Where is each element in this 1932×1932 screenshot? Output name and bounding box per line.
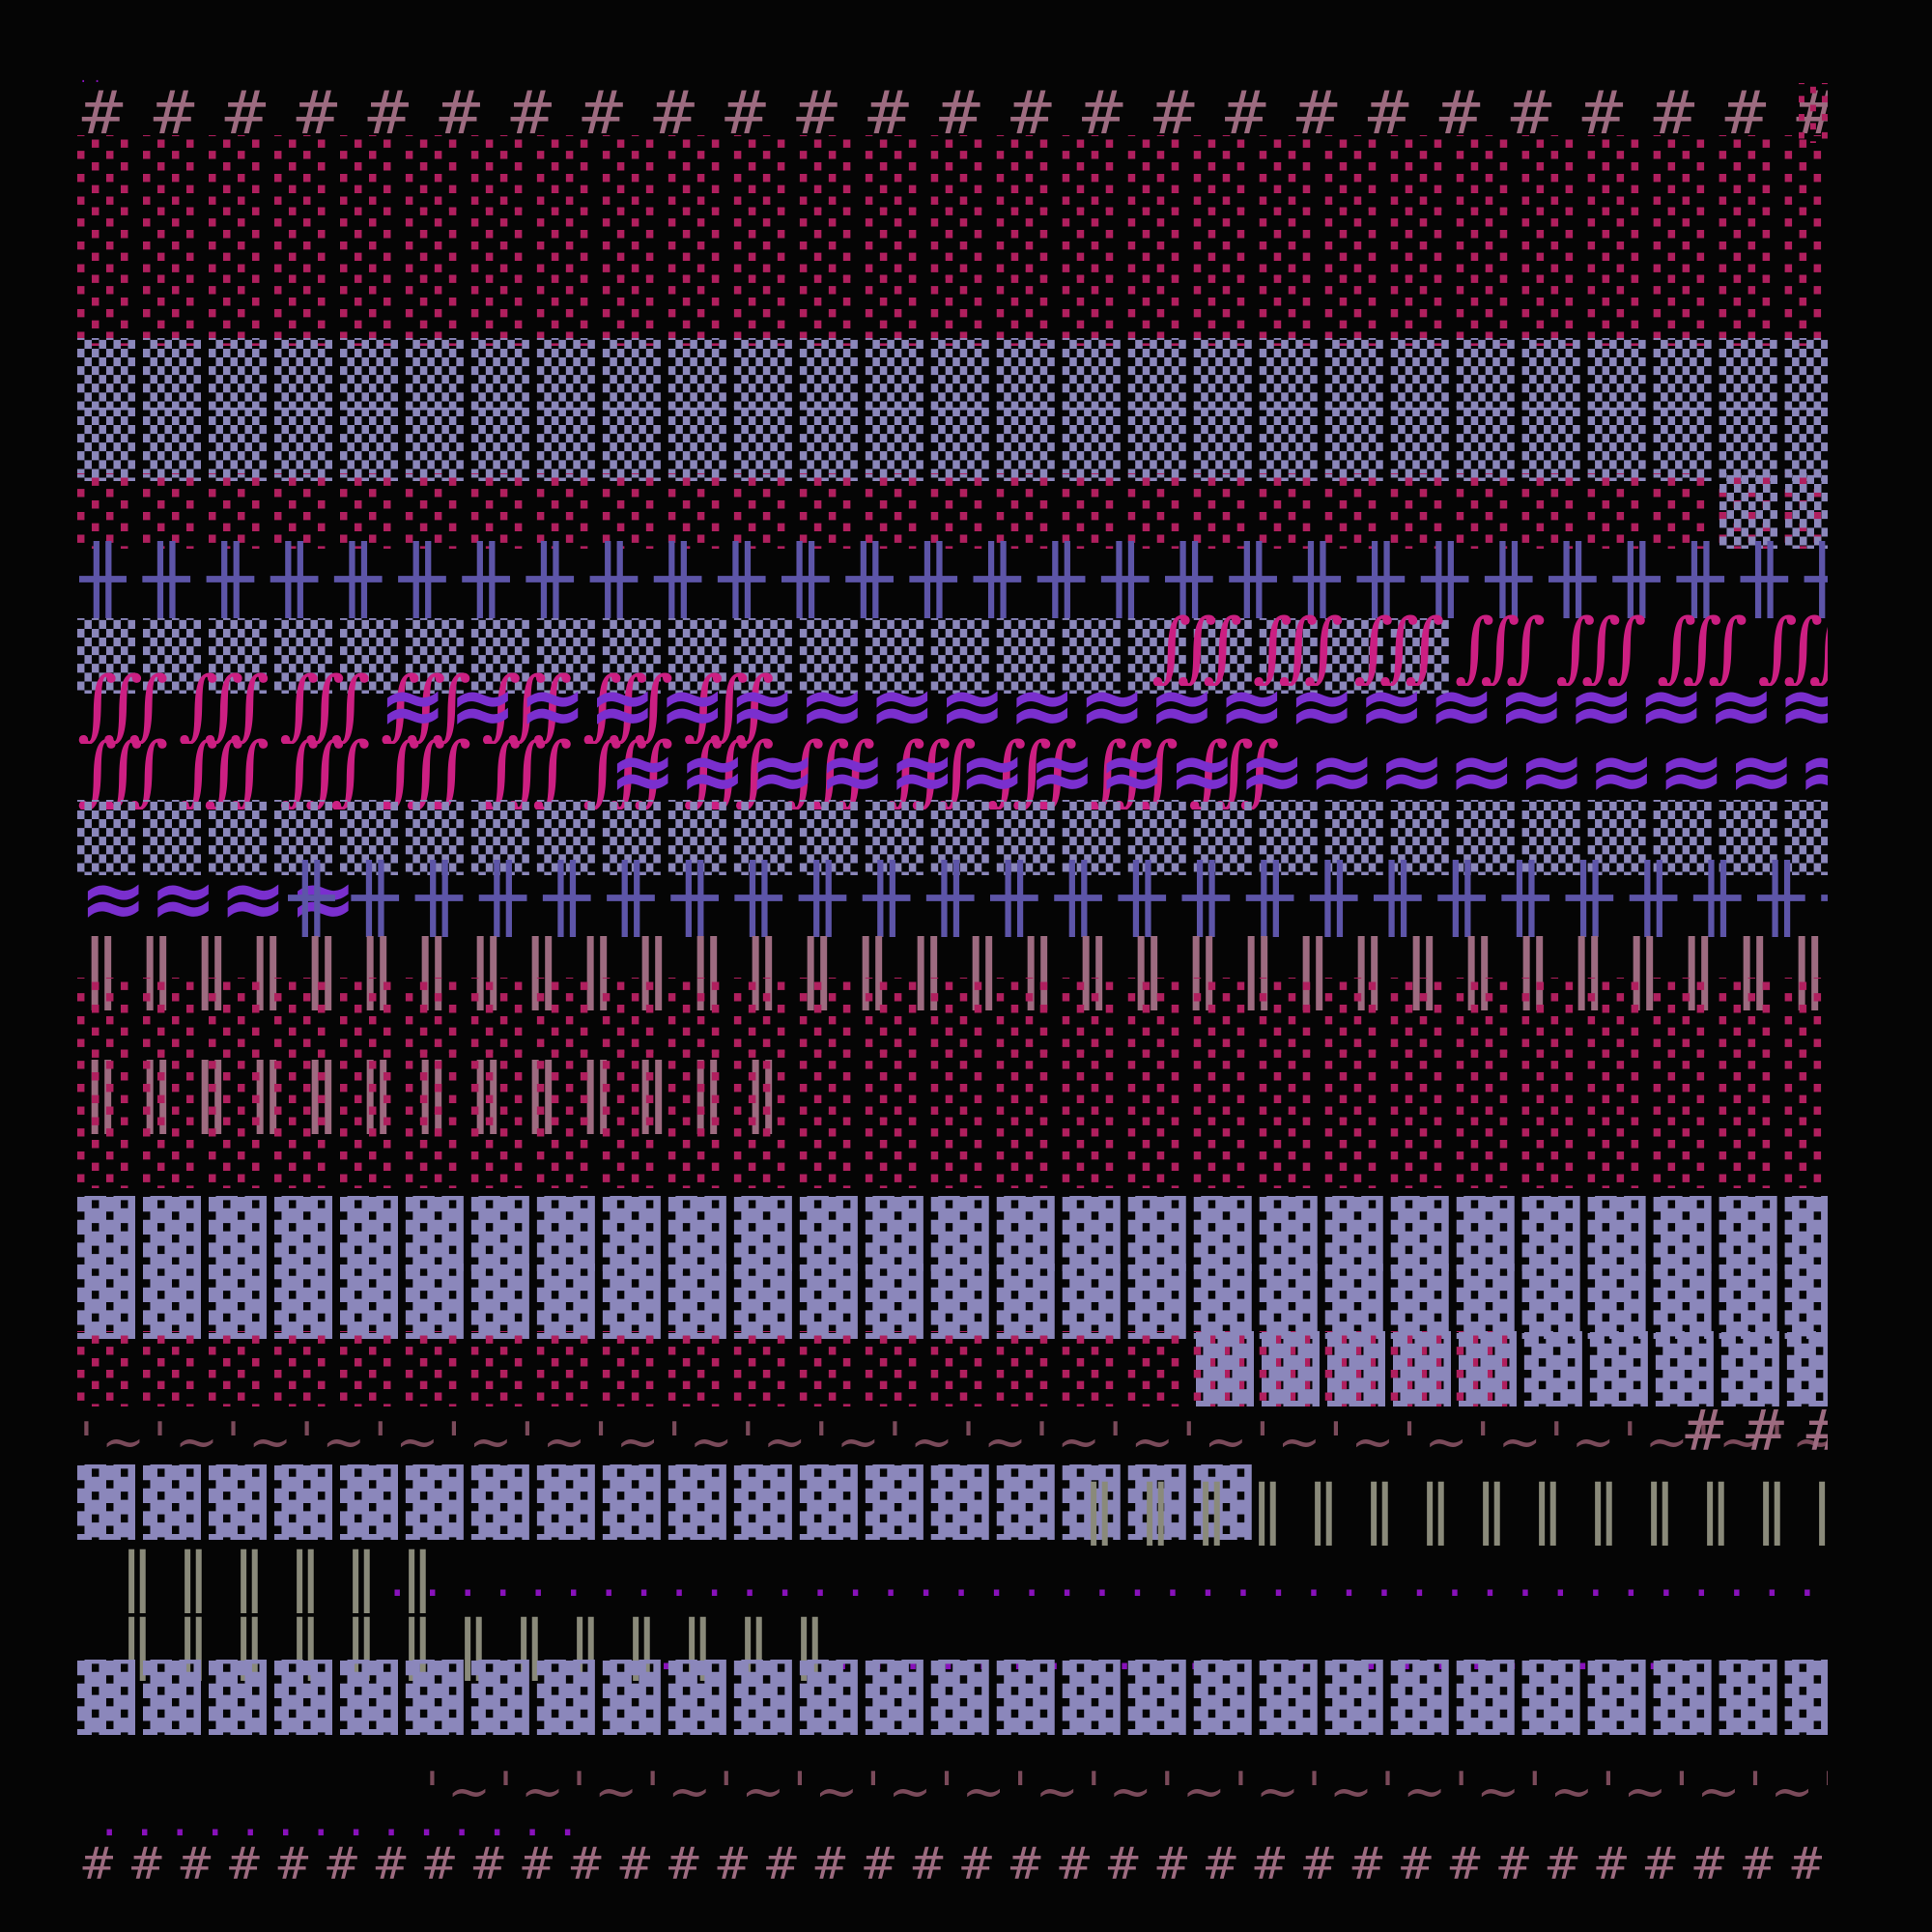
row-tilde-dark-mauve-a: '~'~'~'~'~'~'~'~'~'~'~'~'~'~'~'~'~'~'~'~… <box>79 1416 1828 1468</box>
row-double-bar-olive-b: ‖‖‖‖‖‖ <box>120 1544 456 1613</box>
row-top-speck-dashes: .. <box>79 71 107 85</box>
row-wave-violet-b: ≈≈≈≈≈≈≈≈≈≈≈≈≈≈≈≈≈≈≈≈≈≈ <box>609 730 1828 811</box>
row-dark-shade-periwinkle-e: ▓▓▓▓▓▓▓▓▓▓▓▓▓▓▓▓▓▓▓▓▓▓▓▓▓▓▓▓▓▓ <box>77 1660 1828 1735</box>
row-light-shade-crimson-d: ░░░░░░░░░░░░░░░░░░░░░░░░░░░░░ <box>77 473 1828 549</box>
row-dark-shade-periwinkle-b: ▓▓▓▓▓▓▓▓▓▓▓▓▓▓▓▓▓▓▓▓▓▓▓▓▓▓▓▓▓▓ <box>77 1264 1828 1339</box>
row-medium-shade-periwinkle-a: ▒▒▒▒▒▒▒▒▒▒▒▒▒▒▒▒▒▒▒▒▒▒▒▒▒▒▒▒▒▒ <box>77 338 1828 413</box>
row-light-shade-crimson-g: ░░░░░░░░░░░░░░░░░░░░░░░░░░░░░░ <box>77 1113 1828 1188</box>
row-hash-header-tail-dots: ░ <box>1799 83 1828 143</box>
row-double-bar-olive-a: ‖‖‖‖‖‖‖‖‖‖‖‖‖‖‖ <box>1082 1476 1828 1546</box>
row-tilde-dark-mauve-b: '~'~'~'~'~'~'~'~'~'~'~'~'~'~'~'~'~'~'~'~… <box>425 1766 1828 1818</box>
row-light-shade-crimson-c: ░░░░░░░░░░░░░░░░░░░░░░░░░░░░░░ <box>77 270 1828 346</box>
row-triple-integral-magenta-a: ∭∭∭∭∭∭∭∭∭∭∭∭ <box>1151 609 1828 686</box>
row-cross-indigo-b: ╫╫╫╫╫╫╫╫╫╫╫╫╫╫╫╫╫╫╫╫╫╫╫╫╫╫╫╫╫ <box>288 860 1828 937</box>
row-light-shade-crimson-a: ░░░░░░░░░░░░░░░░░░░░░░░░░░░░░░ <box>77 135 1828 211</box>
row-medium-shade-periwinkle-d: ▒▒▒▒▒▒▒▒▒▒▒▒▒▒▒▒▒▒▒▒▒▒▒▒▒▒▒▒▒▒ <box>77 800 1828 875</box>
row-dark-shade-periwinkle-c: ▓▓▓▓▓▓▓▓▓▓ <box>1196 1331 1828 1406</box>
row-double-dot-purple-b: ........................................… <box>618 1634 1828 1677</box>
row-dark-shade-periwinkle-d: ▓▓▓▓▓▓▓▓▓▓▓▓▓▓▓▓▓▓ <box>77 1464 1260 1540</box>
row-hash-large-header: ################################## <box>77 83 1828 143</box>
row-cross-tail-bar: | <box>1820 547 1828 620</box>
row-double-bar-olive-c: ‖‖‖‖‖‖‖‖‖‖‖‖‖ <box>120 1611 848 1681</box>
row-light-shade-crimson-f: ░░░░░░░░░░░░░░░░░░░░░░░░░░░░░░ <box>77 1045 1828 1121</box>
row-dark-shade-periwinkle-a: ▓▓▓▓▓▓▓▓▓▓▓▓▓▓▓▓▓▓▓▓▓▓▓▓▓▓▓▓▓▓ <box>77 1196 1828 1271</box>
row-cross-indigo-a: ╫╫╫╫╫╫╫╫╫╫╫╫╫╫╫╫╫╫╫╫╫╫╫╫╫╫╫╫╫╫╫╫╫ <box>79 541 1828 618</box>
row-medium-shade-periwinkle-c: ▒▒▒▒▒▒▒▒▒▒▒▒▒▒▒▒▒▒▒▒▒ <box>77 618 1457 694</box>
row-hash-mauve-tail-a: #### <box>1681 1403 1828 1459</box>
row-triple-integral-magenta-c: ∭∭∭∭∭∭∭∭∭∭∭∭ <box>77 732 1290 810</box>
row-triple-integral-magenta-b: ∭∭∭∭∭∭∭ <box>77 667 784 744</box>
row-double-dot-purple-a: ........................................… <box>384 1561 1828 1604</box>
row-wave-violet-a: ≈≈≈≈≈≈≈≈≈≈≈≈≈≈≈≈≈≈≈≈≈≈ <box>379 665 1828 746</box>
row-double-bar-rose-a: ‖‖‖‖‖‖‖‖‖‖‖‖‖‖‖‖‖‖‖‖‖‖‖‖‖‖‖‖‖‖‖‖‖‖ <box>81 929 1828 1010</box>
row-light-shade-crimson-h: ░░░░░░░░░░░░░░░░░░░░░░ <box>77 1331 1522 1406</box>
row-hash-mauve-footer: ######################################## <box>79 1841 1828 1886</box>
row-medium-shade-periwinkle-corner: ▒▒ <box>1719 473 1828 549</box>
row-double-bar-rose-b: ‖‖‖‖‖‖‖‖‖‖‖‖‖ <box>81 1053 797 1134</box>
row-double-dot-purple-c: .............. <box>97 1801 590 1843</box>
row-wave-violet-c: ≈≈≈≈ <box>79 858 359 939</box>
row-medium-shade-periwinkle-b: ▒▒▒▒▒▒▒▒▒▒▒▒▒▒▒▒▒▒▒▒▒▒▒▒▒▒▒▒▒▒ <box>77 406 1828 481</box>
row-light-shade-crimson-e: ░░░░░░░░░░░░░░░░░░░░░░░░░░░░░░ <box>77 978 1828 1053</box>
row-light-shade-crimson-b: ░░░░░░░░░░░░░░░░░░░░░░░░░░░░░░ <box>77 203 1828 278</box>
